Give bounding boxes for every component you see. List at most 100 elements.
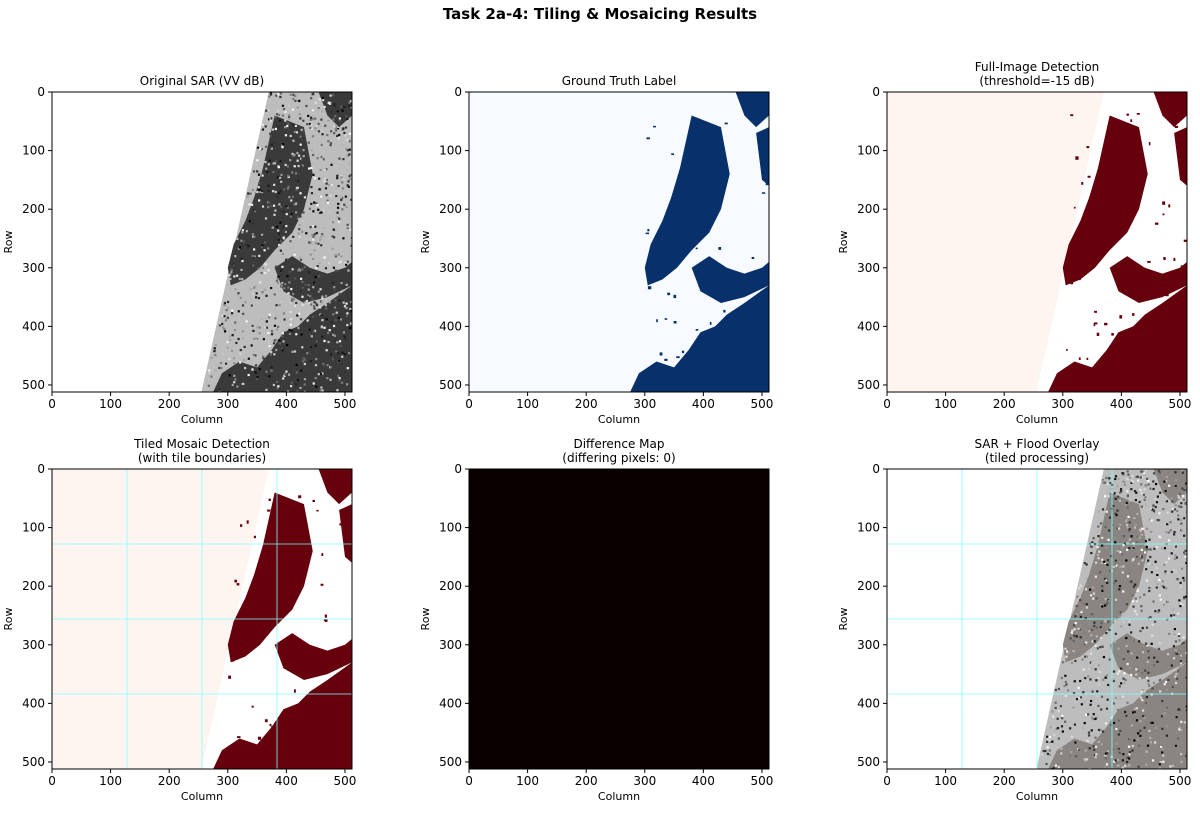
sar-speckle [338,157,341,160]
sar-speckle [1090,662,1093,665]
flood-speckle [718,247,722,250]
sar-speckle [1143,726,1146,729]
sar-speckle [279,221,282,224]
sar-speckle [275,328,279,331]
sar-speckle [1130,724,1134,727]
sar-speckle [303,358,306,361]
sar-speckle [276,387,279,390]
sar-speckle [1176,737,1180,740]
sar-speckle [347,269,350,272]
flood-speckle [343,680,347,683]
sar-speckle [334,339,337,343]
sar-speckle [1139,569,1142,573]
sar-speckle [296,151,299,155]
sar-speckle [281,349,284,352]
sar-speckle [309,345,313,349]
sar-speckle [1131,475,1134,478]
sar-speckle [340,281,343,285]
y-axis-label: Row [837,231,850,254]
flood-region [1109,256,1187,303]
flood-speckle [681,350,685,354]
sar-speckle [1135,540,1139,543]
sar-speckle [334,299,337,302]
sar-speckle [1179,604,1182,608]
x-tick-label: 300 [216,774,239,788]
sar-speckle [1183,517,1186,520]
sar-speckle [1071,629,1074,632]
sar-speckle [1174,504,1177,507]
sar-speckle [320,211,323,214]
sar-speckle [1174,640,1178,643]
sar-speckle [322,364,326,367]
sar-speckle [1121,612,1124,615]
y-tick-label: 100 [857,144,880,158]
flood-speckle [253,535,256,539]
sar-speckle [277,232,281,235]
sar-speckle [293,350,297,353]
sar-speckle [1064,647,1067,650]
sar-speckle [1177,612,1180,615]
sar-speckle [1090,628,1094,631]
sar-speckle [1053,726,1056,729]
sar-speckle [1091,586,1095,589]
sar-speckle [1180,720,1183,724]
sar-speckle [1183,579,1186,582]
sar-speckle [1125,518,1129,521]
sar-speckle [1116,549,1119,552]
flood-speckle [1180,265,1183,268]
sar-speckle [229,273,232,276]
sar-speckle [337,184,340,188]
sar-speckle [301,230,304,233]
sar-speckle [1097,660,1100,663]
sar-speckle [1162,600,1165,603]
sar-speckle [1185,595,1187,598]
sar-speckle [283,188,286,191]
sar-speckle [1104,604,1107,607]
flood-speckle [1169,360,1172,364]
flood-speckle [298,495,302,499]
sar-speckle [1098,664,1101,667]
sar-speckle [321,96,324,100]
x-tick-label: 300 [1051,397,1074,411]
flood-speckle [1154,222,1159,225]
sar-speckle [1165,688,1168,691]
sar-speckle [1171,484,1174,487]
flood-speckle [676,356,680,359]
sar-speckle [221,322,224,326]
sar-speckle [295,186,299,190]
sar-speckle [301,286,304,289]
sar-speckle [1130,652,1133,655]
sar-speckle [1131,744,1134,748]
sar-speckle [1092,592,1096,595]
axes-frame [468,91,770,393]
sar-speckle [325,307,328,310]
sar-speckle [307,114,310,118]
sar-speckle [314,275,317,279]
sar-speckle [317,275,321,278]
sar-speckle [1159,690,1162,693]
flood-speckle [765,152,769,155]
sar-speckle [277,192,281,195]
sar-speckle [1174,675,1177,678]
sar-speckle [1122,472,1125,475]
y-axis-label: Row [419,608,432,631]
sar-speckle [321,389,324,392]
sar-speckle [1155,546,1159,549]
sar-speckle [315,304,319,307]
sar-speckle [256,190,259,194]
sar-speckle [1048,753,1051,756]
sar-speckle [302,357,305,360]
sar-speckle [1174,649,1177,652]
sar-speckle [228,335,231,338]
sar-speckle [1106,490,1109,493]
sar-speckle [1111,523,1115,526]
sar-speckle [304,283,307,287]
flood-speckle [279,610,282,613]
y-tick-label: 300 [439,638,462,652]
sar-speckle [1122,480,1125,484]
sar-speckle [1143,488,1146,491]
sar-speckle [1082,618,1085,622]
sar-speckle [291,268,294,271]
sar-speckle [331,235,334,238]
sar-speckle [1166,511,1169,514]
